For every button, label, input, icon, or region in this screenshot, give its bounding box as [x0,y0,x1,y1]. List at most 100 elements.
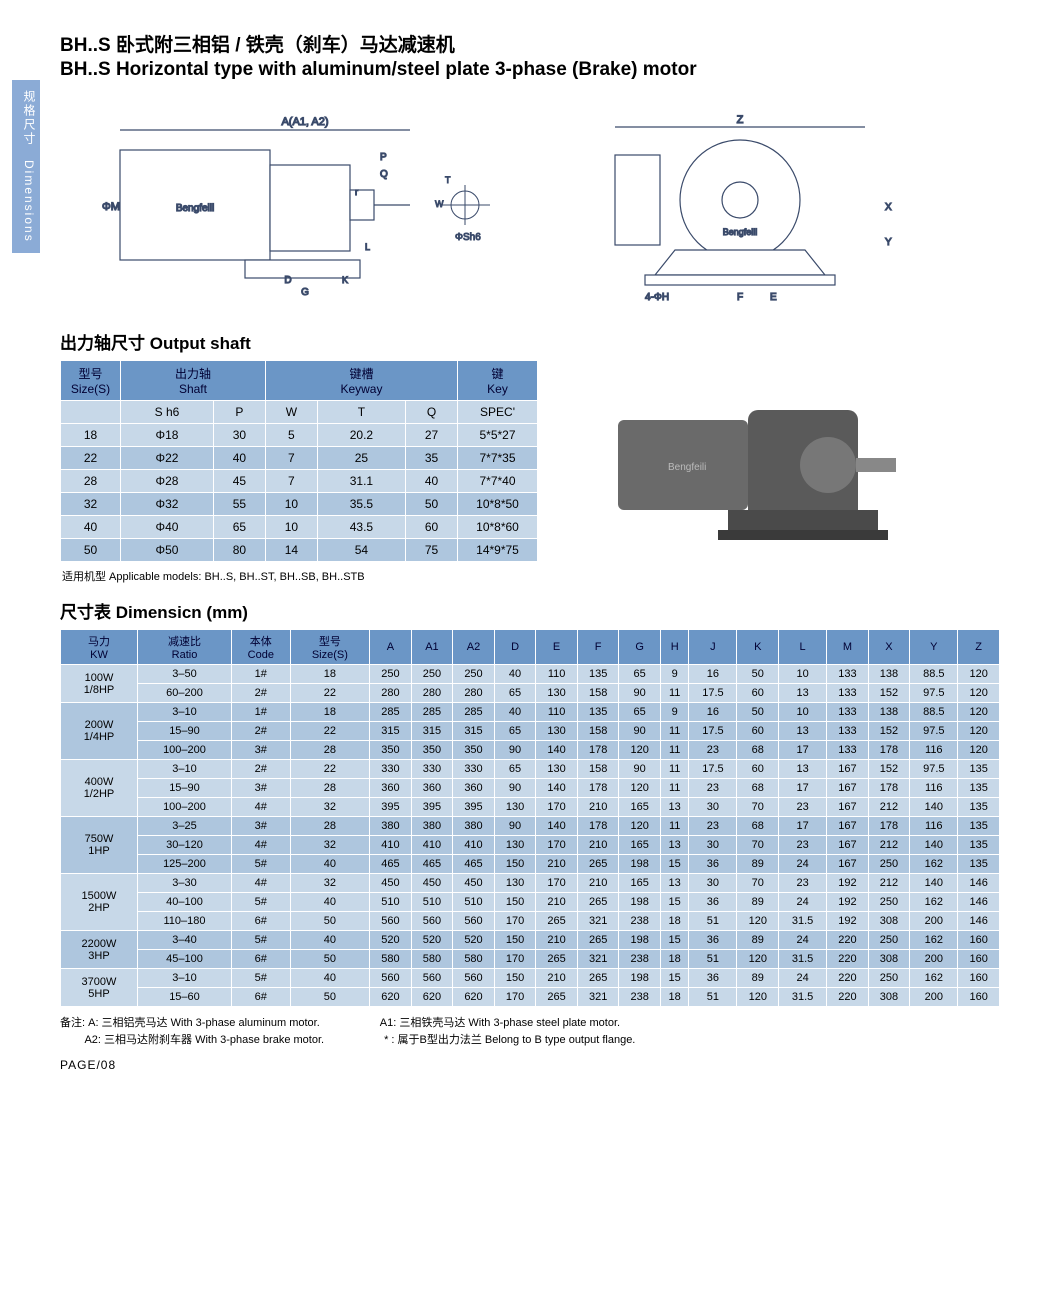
dim-cell: 560 [453,969,495,988]
dim-cell: 3–10 [137,703,231,722]
dim-cell: 620 [370,988,412,1007]
shaft-cell: 28 [61,470,121,493]
dim-cell: 17 [779,741,827,760]
kw-cell: 400W1/2HP [61,760,138,817]
dim-header: E [536,630,578,665]
dim-cell: 265 [577,893,619,912]
dim-cell: 280 [411,684,453,703]
th-shaft: 出力轴Shaft [121,361,266,401]
dim-cell: 210 [577,798,619,817]
dim-cell: 410 [411,836,453,855]
dim-cell: 18 [660,950,688,969]
dim-cell: 162 [910,893,958,912]
dim-header: L [779,630,827,665]
svg-text:D: D [284,275,291,286]
shaft-cell: 10 [265,516,317,539]
shaft-cell: 5 [265,424,317,447]
dim-cell: 160 [958,969,1000,988]
dim-cell: 170 [494,912,536,931]
dim-cell: 315 [370,722,412,741]
dim-header: 型号Size(S) [290,630,370,665]
dim-cell: 140 [536,741,578,760]
svg-text:P: P [380,152,387,163]
dim-cell: 210 [536,931,578,950]
dim-cell: 580 [453,950,495,969]
dim-cell: 17.5 [689,760,737,779]
diagram-front-view: Z X Y E F 4-ΦH Bengfeili [540,95,1000,305]
dim-cell: 520 [411,931,453,950]
dim-cell: 100–200 [137,741,231,760]
shaft-cell: 32 [61,493,121,516]
dim-cell: 22 [290,684,370,703]
title-cn: BH..S 卧式附三相铝 / 铁壳（刹车）马达减速机 [60,30,1000,57]
dim-cell: 36 [689,893,737,912]
dim-header: 减速比Ratio [137,630,231,665]
shaft-cell: 7*7*35 [458,447,538,470]
th-key: 键Key [458,361,538,401]
dim-cell: 135 [958,836,1000,855]
dim-cell: 24 [779,855,827,874]
dim-cell: 315 [453,722,495,741]
dim-cell: 130 [536,760,578,779]
shaft-cell: 35 [406,447,458,470]
dim-cell: 40 [290,969,370,988]
dim-cell: 210 [536,969,578,988]
dim-cell: 3–30 [137,874,231,893]
dim-cell: 88.5 [910,665,958,684]
dim-cell: 5# [232,931,291,950]
dim-cell: 192 [827,893,869,912]
dim-cell: 165 [619,798,661,817]
dim-cell: 220 [827,969,869,988]
dim-cell: 90 [494,817,536,836]
dim-cell: 70 [737,874,779,893]
side-tab: 规格尺寸 Dimensions [12,80,40,253]
shaft-cell: Φ18 [121,424,214,447]
dim-cell: 24 [779,969,827,988]
shaft-cell: 50 [61,539,121,562]
dim-cell: 15 [660,931,688,950]
dim-cell: 465 [370,855,412,874]
dim-cell: 30 [689,798,737,817]
dim-header: Z [958,630,1000,665]
dim-cell: 308 [868,912,910,931]
dim-cell: 178 [577,779,619,798]
svg-text:L: L [365,242,370,252]
svg-text:G: G [301,287,309,298]
dim-cell: 36 [689,855,737,874]
dim-cell: 16 [689,665,737,684]
dim-cell: 330 [411,760,453,779]
dim-cell: 133 [827,703,869,722]
dim-cell: 178 [868,817,910,836]
dim-cell: 18 [660,912,688,931]
dim-cell: 560 [411,912,453,931]
shaft-cell: 65 [213,516,265,539]
dim-cell: 162 [910,931,958,950]
shaft-cell: 35.5 [317,493,405,516]
dim-cell: 88.5 [910,703,958,722]
dim-cell: 160 [958,950,1000,969]
kw-cell: 3700W5HP [61,969,138,1007]
shaft-cell: 7 [265,447,317,470]
dim-header: 本体Code [232,630,291,665]
dim-cell: 1# [232,665,291,684]
dim-cell: 410 [453,836,495,855]
shaft-subheader-cell: P [213,401,265,424]
dim-cell: 5# [232,969,291,988]
shaft-table: 型号Size(S) 出力轴Shaft 键槽Keyway 键Key S h6PWT… [60,360,538,562]
dim-header: D [494,630,536,665]
dim-cell: 60 [737,722,779,741]
dim-cell: 23 [689,741,737,760]
dim-cell: 170 [494,988,536,1007]
dim-cell: 13 [660,798,688,817]
dim-cell: 198 [619,893,661,912]
th-keyway: 键槽Keyway [265,361,457,401]
kw-cell: 1500W2HP [61,874,138,931]
dim-cell: 36 [689,931,737,950]
shaft-cell: 40 [213,447,265,470]
svg-text:X: X [885,202,892,213]
dim-cell: 152 [868,760,910,779]
dim-cell: 380 [453,817,495,836]
shaft-cell: 7 [265,470,317,493]
svg-text:Bengfeili: Bengfeili [668,462,706,473]
dim-cell: 120 [737,912,779,931]
